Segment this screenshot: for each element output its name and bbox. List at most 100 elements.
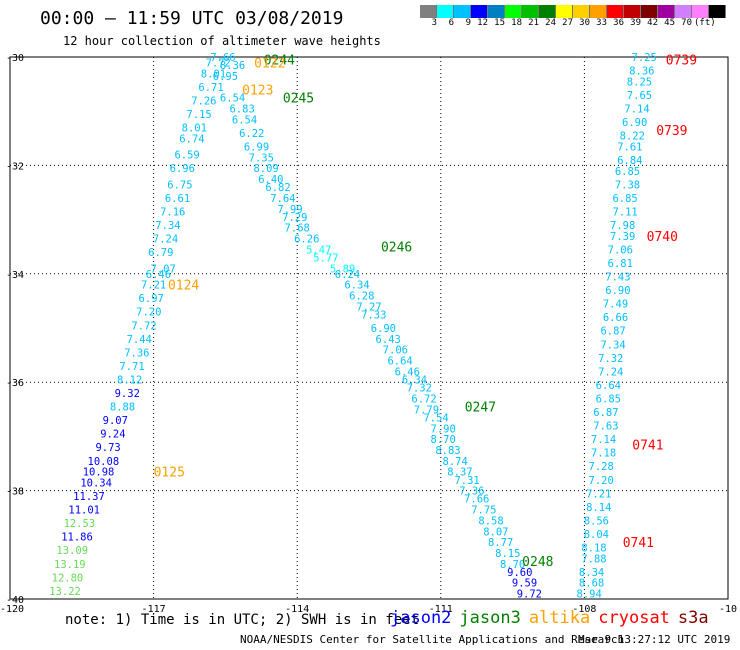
wave-height-value: 7.20	[589, 475, 614, 487]
wave-height-value: 7.20	[136, 307, 161, 319]
wave-height-value: 6.85	[612, 193, 637, 205]
wave-height-value: 7.88	[581, 553, 606, 565]
legend-item-jason3: jason3	[459, 608, 521, 628]
pass-number-label: 0248	[522, 555, 553, 570]
wave-height-value: 6.71	[198, 82, 223, 94]
wave-height-value: 8.74	[443, 456, 468, 468]
pass-number-label: 0245	[283, 92, 314, 107]
footer-credit: NOAA/NESDIS Center for Satellite Applica…	[240, 633, 625, 646]
colorbar-swatch	[624, 5, 641, 18]
wave-height-value: 8.36	[220, 60, 245, 72]
wave-height-value: 8.09	[253, 163, 278, 175]
colorbar-swatch	[488, 5, 505, 18]
chart-title: 00:00 – 11:59 UTC 03/08/2019	[40, 8, 344, 29]
colorbar-swatch	[675, 5, 692, 18]
colorbar-label: 27	[562, 18, 573, 28]
legend-item-cryosat: cryosat	[598, 608, 670, 628]
plot-frame	[9, 56, 729, 600]
wave-height-value: 6.97	[139, 293, 164, 305]
wave-height-value: 7.15	[186, 109, 211, 121]
pass-number-label: 0247	[465, 401, 496, 416]
y-tick-label: -36	[6, 378, 24, 389]
wave-height-value: 7.07	[151, 263, 176, 275]
wave-height-value: 8.68	[579, 578, 604, 590]
pass-number-label: 0125	[154, 466, 185, 481]
footer-note: note: 1) Time is in UTC; 2) SWH is in fe…	[65, 612, 420, 628]
pass-number-label: 0123	[242, 84, 273, 99]
wave-height-value: 8.58	[478, 515, 503, 527]
wave-height-value: 7.98	[610, 220, 635, 232]
wave-height-value: 7.44	[127, 334, 152, 346]
colorbar-swatch	[641, 5, 658, 18]
wave-height-value: 7.31	[454, 475, 479, 487]
wave-height-value: 7.49	[603, 299, 628, 311]
wave-height-value: 11.37	[73, 491, 105, 503]
wave-height-value: 6.72	[411, 393, 436, 405]
footer-timestamp: Mar 9 13:27:12 UTC 2019	[578, 633, 731, 646]
pass-number-label: 0246	[381, 241, 412, 256]
colorbar-swatch	[556, 5, 573, 18]
wave-height-value: 7.39	[610, 231, 635, 243]
wave-height-value: 7.35	[249, 152, 274, 164]
wave-height-value: 6.59	[174, 150, 199, 162]
wave-height-value: 6.82	[265, 182, 290, 194]
wave-height-value: 7.33	[361, 309, 386, 321]
pass-number-label: 0124	[168, 279, 199, 294]
colorbar-label: 21	[528, 18, 539, 28]
wave-height-value: 7.64	[270, 193, 295, 205]
wave-height-value: 7.32	[598, 353, 623, 365]
wave-height-value: 11.86	[61, 532, 93, 544]
wave-height-value: 7.43	[605, 272, 630, 284]
wave-height-value: 7.11	[612, 206, 637, 218]
legend: jason2 jason3 altika cryosat s3a	[390, 608, 717, 628]
wave-height-value: 7.24	[153, 234, 178, 246]
wave-height-value: 7.18	[591, 448, 616, 460]
y-tick-label: -30	[6, 53, 24, 64]
wave-height-value: 6.54	[232, 114, 257, 126]
wave-height-value: 7.36	[124, 347, 149, 359]
wave-height-value: 7.68	[285, 223, 310, 235]
wave-height-value: 7.16	[160, 206, 185, 218]
wave-height-value: 7.79	[414, 404, 439, 416]
wave-height-value: 10.34	[80, 477, 112, 489]
wave-height-value: 7.75	[471, 505, 496, 517]
wave-height-value: 6.87	[600, 326, 625, 338]
colorbar-label: 70	[681, 18, 692, 28]
wave-height-value: 13.22	[49, 586, 81, 598]
wave-height-value: 6.90	[605, 285, 630, 297]
colorbar-label: 18	[511, 18, 522, 28]
wave-height-value: 6.34	[344, 280, 369, 292]
colorbar-swatches	[420, 5, 726, 18]
wave-height-value: 8.18	[581, 543, 606, 555]
colorbar: 3 6 9 12 15 18 21 24 27 30 33 36 39 42 45 70 (ft)	[420, 5, 726, 28]
colorbar-label: 42	[647, 18, 658, 28]
wave-height-value: 7.72	[206, 57, 231, 69]
wave-height-value: 7.21	[141, 280, 166, 292]
wave-height-value: 7.24	[598, 366, 623, 378]
wave-height-value: 8.83	[435, 445, 460, 457]
wave-height-value: 6.87	[593, 407, 618, 419]
x-tick-label: -108	[572, 604, 596, 615]
wave-height-value: 6.90	[371, 323, 396, 335]
y-tick-label: -40	[6, 595, 24, 606]
wave-height-value: 6.46	[395, 366, 420, 378]
x-tick-label: -117	[142, 604, 166, 615]
wave-height-value: 7.72	[131, 320, 156, 332]
colorbar-label: 33	[596, 18, 607, 28]
colorbar-swatch	[437, 5, 454, 18]
colorbar-label: 9	[465, 18, 471, 28]
wave-height-value: 7.29	[282, 212, 307, 224]
colorbar-swatch	[471, 5, 488, 18]
wave-height-value: 6.24	[335, 269, 360, 281]
wave-height-value: 7.61	[617, 141, 642, 153]
wave-height-value: 8.88	[110, 402, 135, 414]
wave-height-value: 12.53	[64, 518, 96, 530]
wave-height-value: 8.56	[584, 515, 609, 527]
colorbar-swatch	[607, 5, 624, 18]
wave-height-value: 9.07	[103, 415, 128, 427]
wave-height-value: 8.04	[584, 529, 609, 541]
wave-height-value: 11.01	[68, 505, 100, 517]
colorbar-label: 6	[448, 18, 454, 28]
wave-height-value: 8.70	[500, 559, 525, 571]
chart-subtitle: 12 hour collection of altimeter wave hei…	[63, 34, 381, 48]
